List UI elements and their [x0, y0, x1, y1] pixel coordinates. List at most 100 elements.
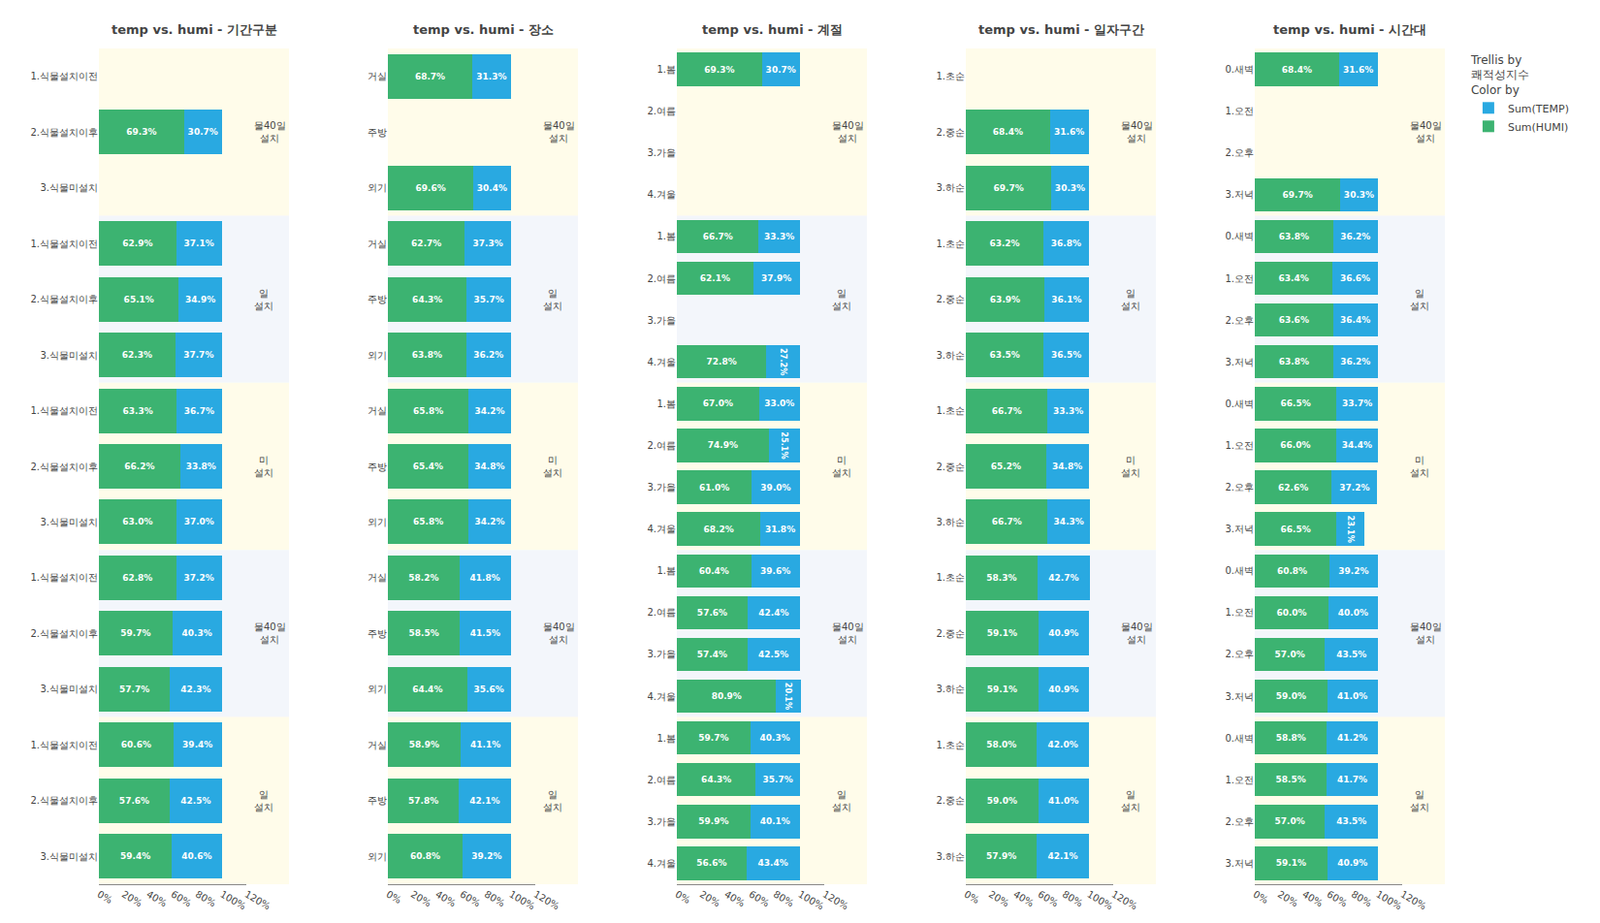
svg-text:68.7%: 68.7% — [415, 71, 446, 82]
svg-text:63.8%: 63.8% — [1279, 231, 1310, 242]
svg-text:3.하순: 3.하순 — [935, 516, 965, 528]
svg-text:41.0%: 41.0% — [1337, 691, 1368, 702]
svg-text:외기: 외기 — [367, 182, 387, 193]
svg-text:63.3%: 63.3% — [122, 406, 153, 416]
svg-text:62.6%: 62.6% — [1278, 482, 1309, 493]
svg-text:1.오전: 1.오전 — [1224, 105, 1254, 117]
svg-text:57.7%: 57.7% — [119, 684, 150, 695]
svg-text:거실: 거실 — [367, 739, 387, 751]
svg-text:40%: 40% — [722, 889, 747, 910]
svg-text:30.3%: 30.3% — [1344, 190, 1375, 200]
svg-text:0%: 0% — [1251, 889, 1271, 906]
svg-text:외기: 외기 — [367, 350, 387, 361]
svg-text:31.6%: 31.6% — [1054, 127, 1085, 137]
svg-text:58.9%: 58.9% — [409, 739, 440, 750]
svg-text:거실: 거실 — [367, 70, 387, 82]
svg-text:일설치: 일설치 — [1120, 288, 1141, 312]
svg-text:42.7%: 42.7% — [1048, 573, 1079, 583]
svg-text:58.5%: 58.5% — [1275, 774, 1306, 785]
svg-text:일설치: 일설치 — [832, 789, 852, 813]
svg-text:1.오전: 1.오전 — [1224, 273, 1254, 285]
svg-text:3.저녁: 3.저녁 — [1224, 858, 1254, 869]
svg-text:20%: 20% — [120, 889, 145, 910]
svg-text:65.8%: 65.8% — [413, 406, 444, 416]
svg-text:63.4%: 63.4% — [1279, 273, 1310, 284]
svg-text:66.5%: 66.5% — [1280, 524, 1311, 535]
svg-text:40.9%: 40.9% — [1048, 628, 1079, 639]
svg-text:41.7%: 41.7% — [1337, 774, 1368, 785]
svg-text:일설치: 일설치 — [543, 288, 563, 312]
svg-text:25.1%: 25.1% — [779, 431, 790, 459]
svg-text:3.가을: 3.가을 — [646, 147, 676, 159]
svg-text:30.7%: 30.7% — [188, 127, 219, 137]
svg-text:20%: 20% — [1276, 889, 1301, 910]
svg-text:65.4%: 65.4% — [413, 461, 444, 472]
svg-text:33.0%: 33.0% — [764, 398, 795, 409]
svg-text:57.4%: 57.4% — [697, 649, 728, 660]
svg-text:35.7%: 35.7% — [762, 774, 793, 785]
svg-text:35.7%: 35.7% — [473, 294, 504, 305]
svg-text:1.식물설치이전: 1.식물설치이전 — [30, 70, 98, 82]
svg-text:62.3%: 62.3% — [122, 350, 153, 360]
svg-text:100%: 100% — [1085, 889, 1115, 913]
svg-text:65.2%: 65.2% — [991, 461, 1022, 472]
svg-text:2.오후: 2.오후 — [1224, 481, 1254, 493]
svg-text:40%: 40% — [433, 889, 458, 910]
svg-text:temp vs. humi - 기간구분: temp vs. humi - 기간구분 — [111, 22, 278, 37]
svg-text:65.1%: 65.1% — [124, 294, 155, 305]
svg-text:일설치: 일설치 — [254, 789, 274, 813]
svg-text:0.새벽: 0.새벽 — [1224, 230, 1254, 242]
svg-text:2.식물설치이후: 2.식물설치이후 — [30, 293, 98, 305]
svg-text:69.7%: 69.7% — [1282, 190, 1313, 200]
svg-text:66.7%: 66.7% — [992, 406, 1023, 416]
svg-text:Trellis by쾌적성지수Color by: Trellis by쾌적성지수Color by — [1470, 53, 1530, 97]
svg-text:68.4%: 68.4% — [1281, 64, 1312, 75]
svg-text:57.9%: 57.9% — [986, 851, 1017, 862]
svg-text:외기: 외기 — [367, 516, 387, 528]
svg-text:34.8%: 34.8% — [1052, 461, 1083, 472]
svg-text:40%: 40% — [1300, 889, 1325, 910]
svg-text:1.초순: 1.초순 — [935, 238, 965, 250]
svg-text:57.6%: 57.6% — [119, 796, 150, 806]
svg-text:60.6%: 60.6% — [121, 739, 152, 750]
svg-text:37.1%: 37.1% — [184, 238, 215, 249]
svg-text:60%: 60% — [169, 889, 194, 910]
svg-text:34.4%: 34.4% — [1342, 440, 1373, 450]
svg-text:64.3%: 64.3% — [412, 294, 443, 305]
svg-text:33.8%: 33.8% — [186, 461, 217, 472]
svg-text:3.식물미설치: 3.식물미설치 — [39, 182, 98, 193]
svg-text:36.6%: 36.6% — [1340, 273, 1371, 284]
svg-text:주방: 주방 — [367, 795, 387, 806]
svg-text:외기: 외기 — [367, 851, 387, 863]
svg-text:60.4%: 60.4% — [699, 566, 730, 576]
svg-text:58.8%: 58.8% — [1276, 733, 1307, 743]
svg-text:100%: 100% — [218, 889, 248, 913]
svg-text:40.9%: 40.9% — [1337, 858, 1368, 868]
svg-text:2.중순: 2.중순 — [935, 461, 965, 473]
svg-text:물40일설치: 물40일설치 — [543, 621, 576, 645]
svg-text:59.1%: 59.1% — [987, 628, 1018, 639]
svg-text:37.3%: 37.3% — [472, 238, 503, 249]
svg-text:1.식물설치이전: 1.식물설치이전 — [30, 238, 98, 250]
svg-text:59.4%: 59.4% — [120, 851, 151, 862]
svg-text:66.5%: 66.5% — [1280, 398, 1311, 409]
svg-text:1.초순: 1.초순 — [935, 70, 965, 82]
svg-text:66.2%: 66.2% — [124, 461, 155, 472]
svg-text:80.9%: 80.9% — [711, 691, 742, 702]
svg-text:58.0%: 58.0% — [986, 739, 1017, 750]
svg-text:주방: 주방 — [367, 293, 387, 305]
svg-text:거실: 거실 — [367, 405, 387, 416]
svg-text:물40일설치: 물40일설치 — [254, 120, 287, 144]
svg-text:2.중순: 2.중순 — [935, 795, 965, 806]
svg-text:41.5%: 41.5% — [470, 628, 501, 639]
svg-text:39.0%: 39.0% — [760, 482, 791, 493]
svg-text:34.9%: 34.9% — [185, 294, 216, 305]
svg-text:42.1%: 42.1% — [469, 796, 500, 806]
svg-text:37.0%: 37.0% — [184, 516, 215, 527]
svg-text:2.여름: 2.여름 — [646, 440, 676, 451]
svg-text:59.7%: 59.7% — [698, 733, 729, 743]
svg-text:59.1%: 59.1% — [987, 684, 1018, 695]
svg-text:63.9%: 63.9% — [990, 294, 1021, 305]
svg-text:4.겨울: 4.겨울 — [646, 356, 676, 368]
svg-text:물40일설치: 물40일설치 — [1120, 120, 1153, 144]
